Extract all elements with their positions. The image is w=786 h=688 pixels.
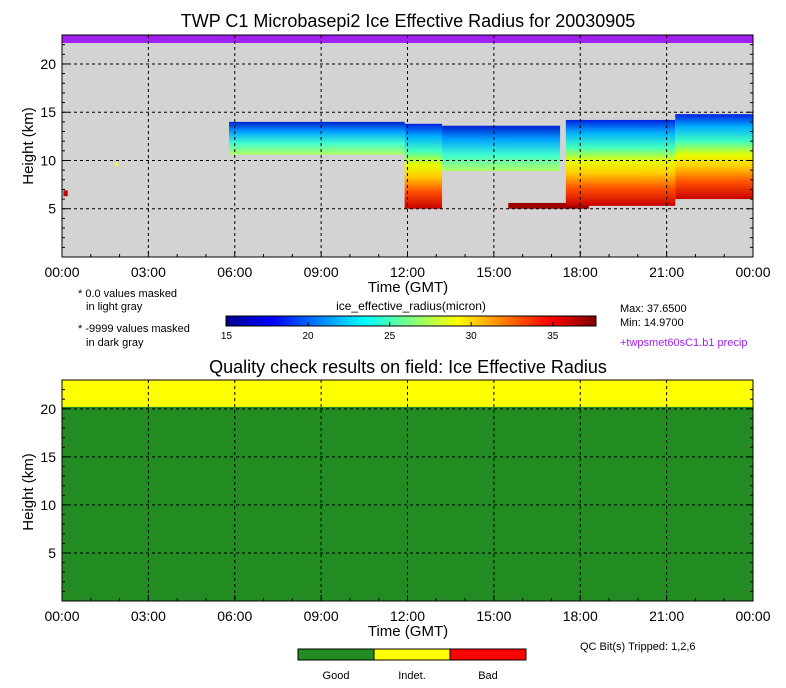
top-chart-title: TWP C1 Microbasepi2 Ice Effective Radius… [181,11,636,31]
top-x-tick-label: 00:00 [735,264,770,280]
qc-y-axis-label: Height (km) [20,453,37,531]
top-x-tick-label: 09:00 [304,264,339,280]
top-x-tick-label: 00:00 [44,264,79,280]
legend-bad-label: Bad [478,670,498,682]
colorbar-label: ice_effective_radius(micron) [336,299,486,313]
top-x-tick-label: 06:00 [217,264,252,280]
legend-indet-label: Indet. [398,670,426,682]
legend-good-swatch [297,648,375,661]
qc-y-tick-label: 20 [40,401,56,417]
colorbar [225,315,597,327]
qc-x-tick-label: 06:00 [217,608,252,624]
qc-y-tick-label: 15 [40,449,56,465]
cloud-layer [63,114,753,209]
top-x-tick-label: 15:00 [476,264,511,280]
top-x-tick-label: 03:00 [131,264,166,280]
max-value: Max: 37.6500 [620,303,687,315]
cloud-region [565,119,676,206]
top-gridlines [62,35,753,257]
precip-flag-bar [62,35,753,43]
qc-x-tick-label: 12:00 [390,608,425,624]
top-y-tick-label: 15 [40,104,56,120]
cloud-region [442,125,561,172]
qc-x-axis: 00:00 03:00 06:00 09:00 12:00 15:00 18:00 21:00… [44,595,771,624]
top-x-tick-label: 12:00 [390,264,425,280]
neg-masked-note: * -9999 values masked [78,323,190,335]
qc-x-tick-label: 00:00 [735,608,770,624]
top-x-axis-label: Time (GMT) [368,279,448,296]
zero-masked-note: * 0.0 values masked [78,288,177,300]
cloud-region [63,190,68,197]
precip-note: +twpsmet60sC1.b1 precip [620,337,747,349]
qc-gridlines [62,380,753,601]
qc-x-tick-label: 00:00 [44,608,79,624]
colorbar-tick-label: 15 [221,331,233,342]
colorbar-tick-label: 25 [384,331,396,342]
qc-x-tick-label: 15:00 [476,608,511,624]
legend-bad-swatch [449,648,527,661]
top-x-axis: 00:00 03:00 06:00 09:00 12:00 15:00 18:00 21:00… [44,251,771,280]
top-y-axis-label: Height (km) [20,107,37,185]
cloud-region [404,123,443,209]
qc-x-axis-label: Time (GMT) [368,623,448,640]
qc-x-tick-label: 21:00 [649,608,684,624]
qc-x-tick-label: 03:00 [131,608,166,624]
legend-indet-swatch [373,648,451,661]
top-y-tick-label: 5 [48,201,56,217]
top-x-tick-label: 21:00 [649,264,684,280]
cloud-region [115,162,119,167]
min-value: Min: 14.9700 [620,317,684,329]
top-x-tick-label: 18:00 [563,264,598,280]
qc-chart-title: Quality check results on field: Ice Effe… [209,357,607,377]
top-y-axis: 5 10 15 20 [40,44,753,248]
qc-x-tick-label: 18:00 [563,608,598,624]
colorbar-ticks: 15 20 25 30 35 [221,322,559,342]
neg-masked-note-2: in dark gray [86,337,144,349]
colorbar-tick-label: 35 [547,331,559,342]
colorbar-tick-label: 30 [466,331,478,342]
qc-x-tick-label: 09:00 [304,608,339,624]
qc-y-axis: 5 10 15 20 [40,389,753,592]
zero-masked-note-2: in light gray [86,301,143,313]
qc-y-tick-label: 5 [48,545,56,561]
top-y-tick-label: 10 [40,152,56,168]
legend-good-label: Good [323,670,350,682]
qc-bits-tripped: QC Bit(s) Tripped: 1,2,6 [580,641,696,653]
cloud-region [508,202,589,209]
colorbar-tick-label: 20 [302,331,314,342]
cloud-region [228,121,405,155]
qc-y-tick-label: 10 [40,497,56,513]
top-y-tick-label: 20 [40,56,56,72]
cloud-region [675,114,753,200]
